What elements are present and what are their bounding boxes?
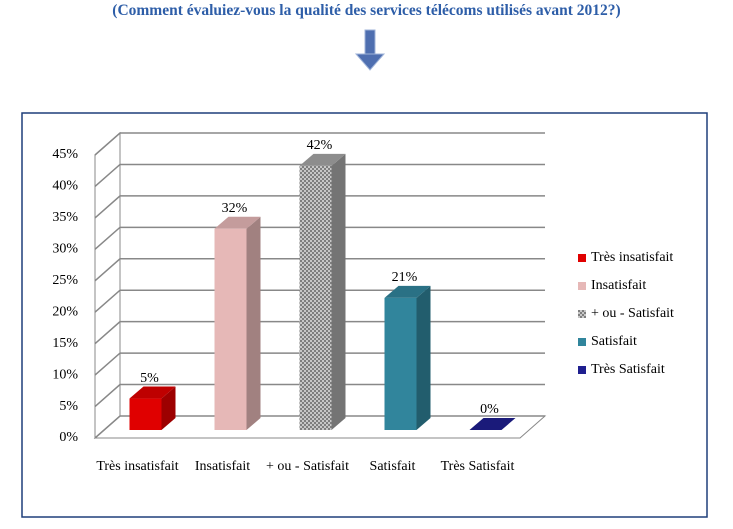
legend-label: Insatisfait: [591, 278, 646, 293]
legend-swatch: [578, 366, 586, 374]
y-tick-label: 20%: [52, 304, 78, 319]
grid-line: [94, 132, 545, 156]
legend-label: Très insatisfait: [591, 250, 673, 265]
bar-side: [331, 153, 346, 430]
legend-swatch: [578, 338, 586, 346]
y-tick-label: 30%: [52, 242, 78, 257]
bar-side: [416, 285, 431, 430]
grid-line: [94, 163, 545, 188]
bar: [129, 386, 176, 430]
bar-front: [214, 228, 247, 430]
x-tick-label: Insatisfait: [194, 459, 251, 474]
bar-top: [129, 386, 176, 399]
legend-label: Très Satisfait: [591, 362, 665, 377]
side-wall: [94, 131, 121, 440]
y-tick-label: 5%: [59, 399, 78, 414]
bar: [384, 285, 431, 430]
bar: [214, 216, 261, 430]
y-tick-label: 0%: [59, 430, 78, 445]
value-label: 32%: [222, 201, 248, 216]
grid-line: [94, 226, 545, 250]
value-label: 0%: [480, 402, 499, 417]
bar-front: [129, 398, 162, 430]
y-tick-label: 40%: [52, 179, 78, 194]
bar-top: [214, 216, 261, 229]
bar-top: [384, 285, 431, 298]
legend-swatch: [578, 282, 586, 290]
bar-front: [299, 165, 332, 430]
legend-label: Satisfait: [591, 334, 637, 349]
bar: [469, 418, 516, 430]
y-tick-label: 15%: [52, 336, 78, 351]
x-tick-label: Très Satisfait: [440, 459, 515, 474]
grid-line: [94, 258, 545, 282]
y-tick-label: 25%: [52, 273, 78, 288]
chart-frame: [21, 112, 708, 518]
grid-line: [94, 195, 545, 219]
arrow: [354, 29, 386, 71]
bar-front: [384, 297, 417, 430]
value-label: 42%: [307, 138, 333, 153]
x-tick-label: + ou - Satisfait: [266, 459, 349, 474]
bar-side: [161, 386, 176, 430]
bar-top: [469, 418, 516, 430]
y-tick-label: 45%: [52, 147, 78, 162]
bar-side: [246, 216, 261, 430]
legend-swatch: [578, 254, 586, 262]
chart-title: (Comment évaluiez-vous la qualité des se…: [112, 2, 621, 19]
x-tick-label: Satisfait: [369, 459, 416, 474]
bar: [299, 153, 346, 430]
y-tick-label: 35%: [52, 210, 78, 225]
x-tick-label: Très insatisfait: [96, 459, 179, 474]
bar-top: [299, 153, 346, 166]
value-label: 21%: [392, 270, 418, 285]
legend-label: + ou - Satisfait: [591, 306, 674, 321]
y-tick-label: 10%: [52, 367, 78, 382]
value-label: 5%: [140, 371, 159, 386]
legend-swatch: [578, 310, 586, 318]
